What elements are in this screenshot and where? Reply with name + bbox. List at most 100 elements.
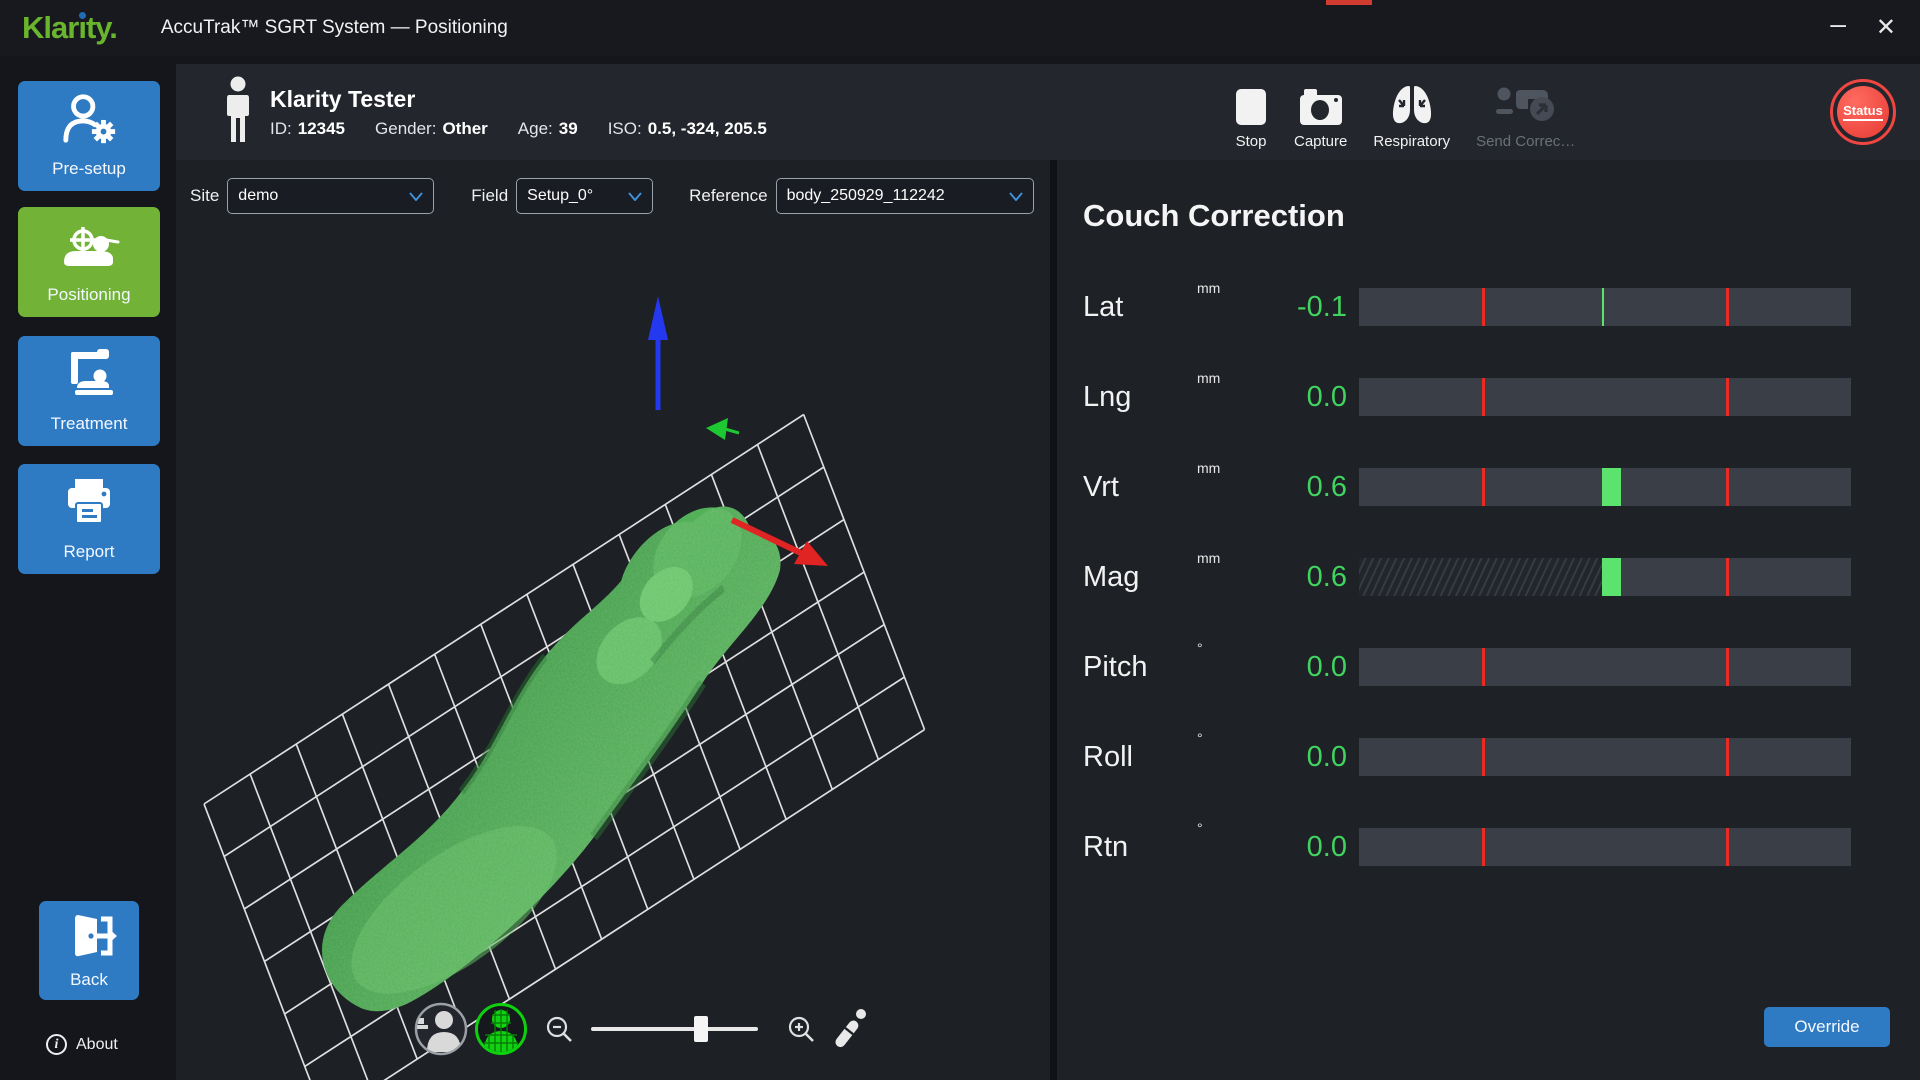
body-scan-pointcloud [256, 472, 845, 1041]
site-label: Site [190, 186, 220, 205]
couch-row-bar [1359, 378, 1851, 416]
axis-arrow-blue [648, 296, 668, 410]
sidebar-item-report[interactable]: Report [18, 464, 160, 574]
couch-row-value: 0.0 [1306, 650, 1347, 683]
couch-row: Lat mm -0.1 [1083, 262, 1851, 352]
couch-row-value: 0.6 [1306, 470, 1347, 503]
couch-row-bar [1359, 738, 1851, 776]
couch-row-bar [1359, 828, 1851, 866]
couch-row-value: 0.0 [1306, 830, 1347, 863]
field-label: Field [471, 186, 509, 205]
back-button[interactable]: Back [39, 901, 139, 1000]
couch-row-bar [1359, 288, 1851, 326]
couch-row-unit: mm [1197, 370, 1221, 386]
send-correction-button[interactable]: Send Correc… [1476, 74, 1575, 150]
couch-row: Pitch ° 0.0 [1083, 622, 1851, 712]
reference-dropdown[interactable]: body_250929_112242 [775, 178, 1034, 214]
app-title: AccuTrak™ SGRT System — Positioning [160, 17, 508, 38]
couch-row-unit: mm [1197, 460, 1221, 476]
couch-row-unit: ° [1197, 730, 1203, 746]
reference-label: Reference [689, 186, 768, 205]
patient-crosshair-icon [18, 207, 160, 283]
close-button[interactable]: ✕ [1875, 14, 1896, 41]
field-dropdown[interactable]: Setup_0° [516, 178, 654, 214]
couch-row-label: Lng [1083, 380, 1132, 413]
couch-row-value: 0.0 [1306, 380, 1347, 413]
zoom-in-icon[interactable] [788, 1016, 815, 1043]
patient-details: ID: 12345 Gender: Other Age: 39 ISO: 0.5, -3… [270, 118, 767, 138]
minimize-button[interactable]: – [1830, 8, 1846, 39]
couch-rows: Lat mm -0.1 Lng mm 0.0 Vrt mm 0.6 Mag mm… [1057, 262, 1920, 892]
patient-icon [222, 76, 254, 149]
couch-row: Rtn ° 0.0 [1083, 802, 1851, 892]
couch-row-unit: ° [1197, 820, 1203, 836]
couch-row-unit: mm [1197, 280, 1221, 296]
probe-tool-icon[interactable] [833, 1008, 869, 1050]
couch-row-unit: mm [1197, 550, 1221, 566]
exit-door-icon [61, 911, 117, 968]
site-dropdown[interactable]: demo [227, 178, 435, 214]
viewport-controls [414, 1002, 869, 1056]
live-body-toggle[interactable] [474, 1002, 528, 1056]
status-button[interactable]: Status [1830, 79, 1896, 145]
sidebar-item-treatment[interactable]: Treatment [18, 336, 160, 446]
zoom-out-icon[interactable] [546, 1016, 573, 1043]
alert-strip [1326, 0, 1372, 5]
couch-row-bar [1359, 468, 1851, 506]
couch-correction-panel: Couch Correction Lat mm -0.1 Lng mm 0.0 … [1057, 160, 1920, 1080]
couch-row: Roll ° 0.0 [1083, 712, 1851, 802]
couch-row-value: -0.1 [1297, 290, 1347, 323]
sidebar: Pre-setup Positioning [0, 56, 176, 1080]
couch-row-bar [1359, 648, 1851, 686]
couch-row-value: 0.0 [1306, 740, 1347, 773]
chevron-down-icon [399, 191, 424, 201]
couch-row-label: Lat [1083, 290, 1124, 323]
zoom-slider[interactable] [591, 1015, 758, 1043]
zoom-slider-track [591, 1027, 758, 1031]
respiratory-button[interactable]: Respiratory [1373, 74, 1450, 150]
gantry-patient-icon [18, 336, 160, 412]
couch-row-label: Mag [1083, 560, 1140, 593]
camera-viewport: Site demo Field Setup_0° [176, 160, 1050, 1080]
send-correction-icon [1494, 79, 1558, 127]
content-area: Klarity Tester ID: 12345 Gender: Other Age… [176, 56, 1920, 1080]
couch-row-label: Roll [1083, 740, 1133, 773]
axis-arrow-red [730, 517, 828, 566]
title-bar: Kları ty. AccuTrak™ SGRT System — Positio… [0, 0, 1920, 56]
zoom-slider-thumb[interactable] [694, 1016, 709, 1042]
stop-icon [1234, 79, 1268, 127]
patient-header: Klarity Tester ID: 12345 Gender: Other Age… [176, 64, 1920, 160]
about-button[interactable]: i About [46, 1034, 118, 1055]
override-button[interactable]: Override [1764, 1007, 1890, 1047]
logo-i-dot [79, 12, 87, 19]
couch-row-bar [1359, 558, 1851, 596]
couch-row-label: Vrt [1083, 470, 1119, 503]
stop-button[interactable]: Stop [1234, 74, 1268, 150]
window-controls: – ✕ [1830, 0, 1896, 56]
panel-title: Couch Correction [1083, 198, 1345, 233]
logo-text: Klar [22, 10, 79, 45]
couch-row: Vrt mm 0.6 [1083, 442, 1851, 532]
couch-row-label: Pitch [1083, 650, 1148, 683]
printer-icon [18, 464, 160, 540]
lungs-icon [1389, 79, 1435, 127]
reference-body-toggle[interactable] [414, 1002, 468, 1056]
chevron-down-icon [618, 191, 642, 201]
status-indicator: Status [1837, 86, 1889, 138]
couch-row-unit: ° [1197, 640, 1203, 656]
acquisition-toolbar: Stop Capture [1234, 64, 1575, 160]
couch-row-label: Rtn [1083, 830, 1129, 863]
camera-icon [1299, 79, 1343, 127]
3d-scene[interactable] [176, 232, 1050, 1080]
sidebar-item-positioning[interactable]: Positioning [18, 207, 160, 317]
axis-arrow-green [706, 418, 740, 440]
info-icon: i [46, 1034, 67, 1055]
capture-button[interactable]: Capture [1294, 74, 1347, 150]
patient-info: Klarity Tester ID: 12345 Gender: Other Age… [222, 64, 767, 160]
klarity-logo: Kları ty. [22, 10, 118, 45]
chevron-down-icon [999, 191, 1023, 201]
couch-row-value: 0.6 [1306, 560, 1347, 593]
sidebar-item-pre-setup[interactable]: Pre-setup [18, 81, 160, 191]
couch-row: Mag mm 0.6 [1083, 532, 1851, 622]
